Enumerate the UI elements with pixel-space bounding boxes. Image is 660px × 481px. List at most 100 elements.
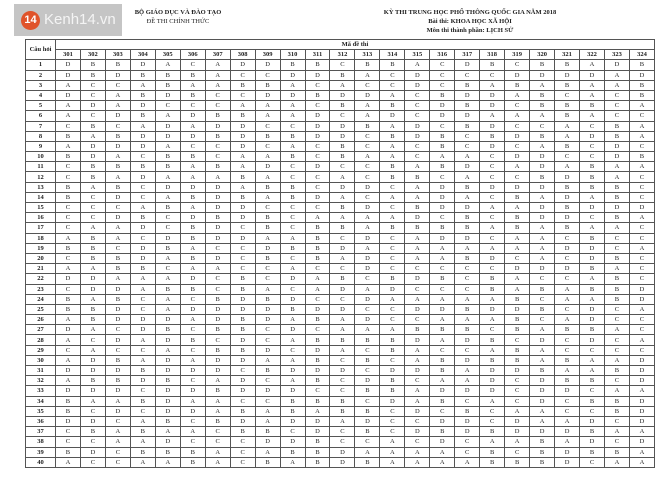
answer-cell: D: [104, 364, 131, 377]
answer-cell: C: [279, 344, 306, 356]
answer-cell: B: [55, 181, 81, 193]
answer-cell: D: [154, 364, 181, 377]
answer-cell: D: [229, 212, 256, 224]
question-number: 36: [25, 415, 56, 428]
answer-cell: D: [603, 151, 630, 163]
answer-cell: D: [254, 314, 281, 326]
answer-cell: C: [379, 242, 406, 254]
answer-cell: C: [479, 171, 506, 183]
answer-cell: B: [154, 415, 181, 428]
answer-cell: C: [429, 283, 456, 295]
answer-cell: C: [304, 181, 331, 193]
answer-cell: B: [454, 100, 481, 112]
answer-cell: B: [479, 354, 506, 367]
answer-cell: C: [204, 242, 231, 254]
answer-cell: C: [229, 242, 256, 254]
answer-cell: D: [104, 110, 131, 122]
answer-cell: A: [479, 395, 506, 407]
answer-cell: C: [379, 79, 406, 91]
answer-cell: D: [229, 303, 256, 316]
answer-cell: C: [229, 69, 256, 81]
answer-cell: C: [204, 334, 231, 346]
answer-cell: A: [304, 283, 331, 295]
answer-cell: C: [229, 446, 256, 458]
answer-cell: B: [479, 456, 506, 468]
answer-cell: B: [279, 405, 306, 417]
answer-cell: B: [429, 273, 456, 285]
answer-cell: B: [304, 89, 331, 102]
answer-cell: C: [579, 151, 605, 163]
answer-cell: A: [554, 293, 581, 305]
answer-cell: B: [379, 100, 406, 112]
answer-cell: C: [129, 181, 156, 193]
answer-cell: C: [603, 314, 630, 326]
answer-cell: C: [154, 212, 181, 224]
answer-cell: C: [329, 436, 356, 448]
answer-cell: C: [529, 273, 556, 285]
answer-cell: D: [279, 324, 306, 336]
answer-cell: A: [529, 405, 556, 417]
answer-cell: D: [104, 69, 131, 81]
answer-cell: C: [603, 242, 630, 254]
answer-cell: C: [354, 364, 381, 377]
answer-cell: A: [354, 212, 381, 224]
answer-cell: A: [504, 201, 531, 214]
answer-cell: B: [329, 69, 356, 81]
answer-cell: B: [354, 456, 381, 468]
answer-cell: D: [628, 293, 656, 305]
answer-cell: A: [529, 242, 556, 254]
answer-cell: B: [254, 222, 281, 234]
answer-cell: B: [279, 191, 306, 204]
answer-cell: B: [179, 232, 206, 244]
table-row: 17 C A A D C B D C B C B B A B B B B A B A B A A C: [25, 222, 656, 234]
answer-cell: A: [79, 395, 106, 407]
answer-cell: C: [179, 415, 206, 428]
answer-cell: C: [354, 191, 381, 204]
answer-cell: D: [628, 364, 656, 377]
answer-cell: B: [179, 151, 206, 163]
question-number: 16: [25, 212, 56, 224]
answer-cell: B: [379, 273, 406, 285]
answer-cell: D: [104, 191, 131, 204]
answer-cell: D: [204, 222, 231, 234]
answer-cell: A: [55, 314, 81, 326]
answer-cell: B: [529, 100, 556, 112]
answer-cell: A: [529, 191, 556, 204]
exam-code-324: 324: [628, 49, 656, 61]
answer-cell: C: [204, 89, 231, 102]
answer-cell: C: [554, 344, 581, 356]
answer-cell: A: [479, 201, 506, 214]
answer-cell: D: [254, 242, 281, 254]
answer-cell: B: [304, 222, 331, 234]
answer-cell: B: [429, 426, 456, 438]
answer-cell: D: [628, 201, 656, 214]
answer-cell: C: [554, 252, 581, 265]
answer-cell: D: [79, 151, 106, 163]
answer-cell: A: [529, 110, 556, 122]
answer-cell: D: [554, 171, 581, 183]
answer-cell: D: [454, 89, 481, 102]
answer-cell: C: [179, 436, 206, 448]
answer-cell: A: [104, 222, 131, 234]
answer-cell: B: [529, 436, 556, 448]
answer-cell: D: [329, 456, 356, 468]
answer-cell: D: [354, 232, 381, 244]
answer-cell: C: [379, 354, 406, 367]
table-row: 29 C A C C A C B B D C D A C B A C C A B A C C C C: [25, 344, 656, 356]
answer-cell: A: [579, 79, 605, 91]
answer-cell: C: [304, 201, 331, 214]
answer-cell: C: [554, 405, 581, 417]
answer-cell: B: [304, 446, 331, 458]
answer-cell: A: [104, 89, 131, 102]
answer-cell: D: [204, 120, 231, 132]
answer-cell: B: [529, 283, 556, 295]
answer-cell: B: [529, 130, 556, 142]
answer-cell: D: [454, 426, 481, 438]
answer-cell: A: [628, 385, 656, 397]
answer-cell: B: [579, 171, 605, 183]
answer-cell: A: [379, 120, 406, 132]
answer-cell: B: [79, 171, 106, 183]
answer-cell: A: [304, 212, 331, 224]
answer-cell: C: [204, 151, 231, 163]
answer-cell: A: [129, 201, 156, 214]
